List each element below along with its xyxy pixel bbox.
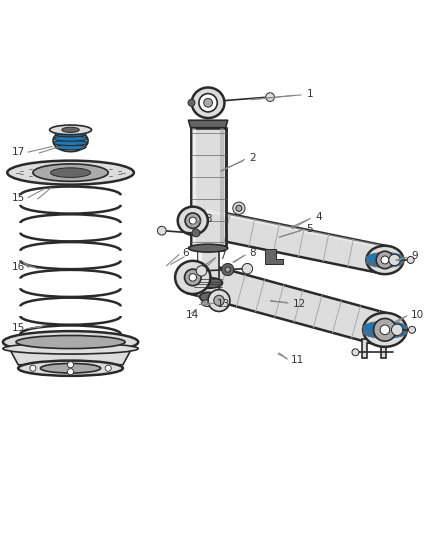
Ellipse shape <box>389 254 400 265</box>
Text: 14: 14 <box>186 310 199 320</box>
Ellipse shape <box>40 364 101 373</box>
Ellipse shape <box>392 324 403 335</box>
Ellipse shape <box>33 164 108 181</box>
Ellipse shape <box>53 136 88 141</box>
Ellipse shape <box>204 99 212 107</box>
Ellipse shape <box>189 273 197 281</box>
Text: 11: 11 <box>291 356 304 365</box>
Ellipse shape <box>192 87 224 118</box>
Ellipse shape <box>366 254 403 265</box>
Circle shape <box>192 229 200 237</box>
Ellipse shape <box>50 168 91 177</box>
Ellipse shape <box>53 130 88 152</box>
Circle shape <box>196 265 207 276</box>
Ellipse shape <box>7 160 134 184</box>
Polygon shape <box>10 349 132 365</box>
Polygon shape <box>265 249 283 264</box>
Circle shape <box>266 93 275 101</box>
Circle shape <box>222 263 234 276</box>
Ellipse shape <box>363 313 407 347</box>
Circle shape <box>208 289 230 311</box>
Ellipse shape <box>366 246 403 274</box>
Ellipse shape <box>62 127 79 133</box>
Text: 17: 17 <box>11 147 25 157</box>
Ellipse shape <box>363 326 407 338</box>
Ellipse shape <box>185 213 201 228</box>
Polygon shape <box>188 261 389 346</box>
Polygon shape <box>190 207 388 273</box>
Circle shape <box>352 349 359 356</box>
Text: 10: 10 <box>411 310 424 319</box>
Ellipse shape <box>194 277 223 288</box>
Ellipse shape <box>236 205 242 211</box>
Circle shape <box>242 263 253 274</box>
Polygon shape <box>198 251 201 295</box>
Polygon shape <box>198 251 219 295</box>
Ellipse shape <box>374 318 396 341</box>
Ellipse shape <box>363 324 407 336</box>
Text: 13: 13 <box>217 298 230 309</box>
Circle shape <box>30 365 36 372</box>
Ellipse shape <box>55 144 86 150</box>
Ellipse shape <box>49 125 92 135</box>
Text: 5: 5 <box>306 224 313 234</box>
Text: 12: 12 <box>292 298 306 309</box>
Text: 3: 3 <box>205 214 212 224</box>
Text: 15: 15 <box>11 192 25 203</box>
Ellipse shape <box>3 331 138 353</box>
Circle shape <box>407 256 414 263</box>
Polygon shape <box>192 128 196 247</box>
Text: 6: 6 <box>182 248 188 259</box>
Ellipse shape <box>233 202 245 214</box>
Ellipse shape <box>3 343 138 354</box>
Text: 8: 8 <box>250 248 256 259</box>
Ellipse shape <box>175 261 211 294</box>
Ellipse shape <box>18 361 123 376</box>
Circle shape <box>214 295 224 306</box>
Circle shape <box>409 326 416 333</box>
Polygon shape <box>196 207 388 249</box>
Ellipse shape <box>381 256 389 264</box>
Ellipse shape <box>366 253 403 263</box>
Text: 2: 2 <box>250 153 256 163</box>
Ellipse shape <box>376 251 394 269</box>
Ellipse shape <box>189 217 196 224</box>
Text: 9: 9 <box>411 251 418 261</box>
Circle shape <box>105 365 111 372</box>
Ellipse shape <box>366 256 403 268</box>
Polygon shape <box>191 128 226 247</box>
Circle shape <box>67 369 74 375</box>
Ellipse shape <box>178 207 208 235</box>
Text: 7: 7 <box>219 251 226 261</box>
Circle shape <box>67 362 74 368</box>
Text: 4: 4 <box>315 212 321 222</box>
Ellipse shape <box>184 269 201 286</box>
Polygon shape <box>362 338 386 358</box>
Ellipse shape <box>55 132 86 137</box>
Text: 1: 1 <box>306 89 313 99</box>
Ellipse shape <box>200 292 216 302</box>
Text: 16: 16 <box>11 262 25 272</box>
Text: 15: 15 <box>11 324 25 334</box>
Ellipse shape <box>363 321 407 334</box>
Ellipse shape <box>188 244 228 252</box>
Ellipse shape <box>16 335 125 349</box>
Ellipse shape <box>201 300 215 306</box>
Polygon shape <box>188 120 228 128</box>
Circle shape <box>157 227 166 235</box>
Circle shape <box>225 267 230 272</box>
Ellipse shape <box>199 94 217 112</box>
Circle shape <box>188 99 195 106</box>
Ellipse shape <box>380 325 390 335</box>
Polygon shape <box>220 128 224 247</box>
Ellipse shape <box>53 140 88 146</box>
